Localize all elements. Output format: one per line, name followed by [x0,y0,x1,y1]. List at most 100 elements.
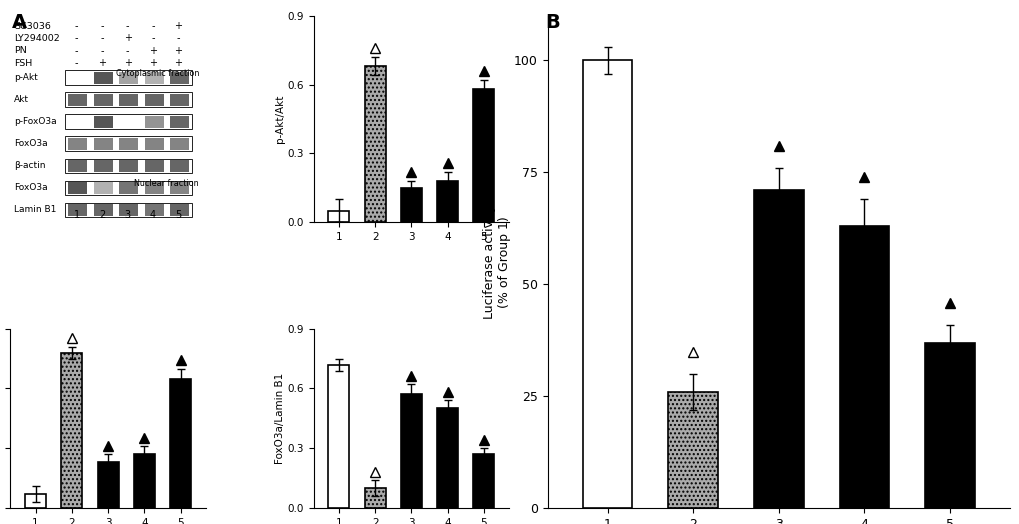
Bar [119,94,138,106]
Text: 3: 3 [124,210,130,220]
Bar [119,204,138,216]
Bar [65,114,192,129]
Bar [119,182,138,194]
Bar [119,138,138,150]
Bar [65,203,192,217]
Text: 5: 5 [175,210,181,220]
Text: -: - [151,34,155,43]
Bar [65,181,192,195]
Bar [924,343,974,508]
Bar [98,462,118,508]
Bar [119,71,138,84]
Text: LY294002: LY294002 [14,34,60,43]
Bar [170,204,189,216]
Text: FSH: FSH [14,59,33,68]
Bar [94,71,112,84]
Bar [65,136,192,151]
Text: -: - [125,46,129,56]
Text: +: + [149,46,157,56]
Y-axis label: FoxO3a/Lamin B1: FoxO3a/Lamin B1 [274,373,284,464]
Bar [328,211,350,222]
Bar [94,138,112,150]
Text: Nuclear fraction: Nuclear fraction [135,179,199,188]
Text: p-FoxO3a: p-FoxO3a [14,117,57,126]
Bar [145,138,163,150]
Bar [65,158,192,173]
Bar [170,71,189,84]
Text: +: + [123,58,131,68]
Bar [473,89,494,222]
Text: +: + [174,46,182,56]
Bar [170,182,189,194]
Bar [94,160,112,172]
Bar [25,494,46,508]
Text: -: - [151,21,155,31]
Bar [437,181,458,222]
Text: FoxO3a: FoxO3a [14,139,48,148]
Text: +: + [98,58,106,68]
Bar [61,353,83,508]
Bar [437,408,458,508]
Bar [753,190,803,508]
Bar [68,204,88,216]
Bar [365,488,385,508]
Text: FoxO3a: FoxO3a [14,183,48,192]
Bar [94,204,112,216]
Text: 2: 2 [99,210,105,220]
Bar [145,182,163,194]
Y-axis label: Luciferase activity
(% of Group 1): Luciferase activity (% of Group 1) [483,205,511,319]
Text: Cytoplasmic fraction: Cytoplasmic fraction [115,69,199,78]
Bar [400,188,422,222]
Bar [94,94,112,106]
Text: -: - [75,46,78,56]
Bar [170,378,191,508]
Text: +: + [123,34,131,43]
Text: SC3036: SC3036 [14,21,51,30]
Bar [839,226,889,508]
Bar [582,60,632,508]
Bar [365,66,385,222]
Bar [145,160,163,172]
Text: -: - [75,21,78,31]
Bar [328,365,350,508]
Text: PN: PN [14,46,26,56]
Bar [133,454,155,508]
Text: -: - [75,58,78,68]
Text: -: - [100,46,104,56]
Bar [68,160,88,172]
Text: +: + [174,58,182,68]
Bar [94,116,112,128]
Text: +: + [149,58,157,68]
Bar [145,116,163,128]
Text: -: - [100,34,104,43]
Bar [68,94,88,106]
Bar [145,71,163,84]
Text: B: B [545,13,559,32]
Bar [170,94,189,106]
Bar [473,454,494,508]
Bar [65,92,192,107]
Bar [170,160,189,172]
Bar [667,392,717,508]
Text: Lamin B1: Lamin B1 [14,205,56,214]
Text: A: A [12,13,28,32]
Bar [65,70,192,85]
Bar [119,160,138,172]
Bar [94,182,112,194]
Bar [68,182,88,194]
Y-axis label: p-Akt/Akt: p-Akt/Akt [274,95,284,143]
Text: 4: 4 [150,210,156,220]
Bar [68,138,88,150]
Text: -: - [100,21,104,31]
Text: +: + [174,21,182,31]
Text: -: - [75,34,78,43]
Text: Akt: Akt [14,95,30,104]
Bar [400,395,422,508]
Bar [170,116,189,128]
Text: 1: 1 [73,210,79,220]
Bar [145,94,163,106]
Text: β-actin: β-actin [14,161,46,170]
Bar [145,204,163,216]
Text: -: - [125,21,129,31]
Bar [170,138,189,150]
